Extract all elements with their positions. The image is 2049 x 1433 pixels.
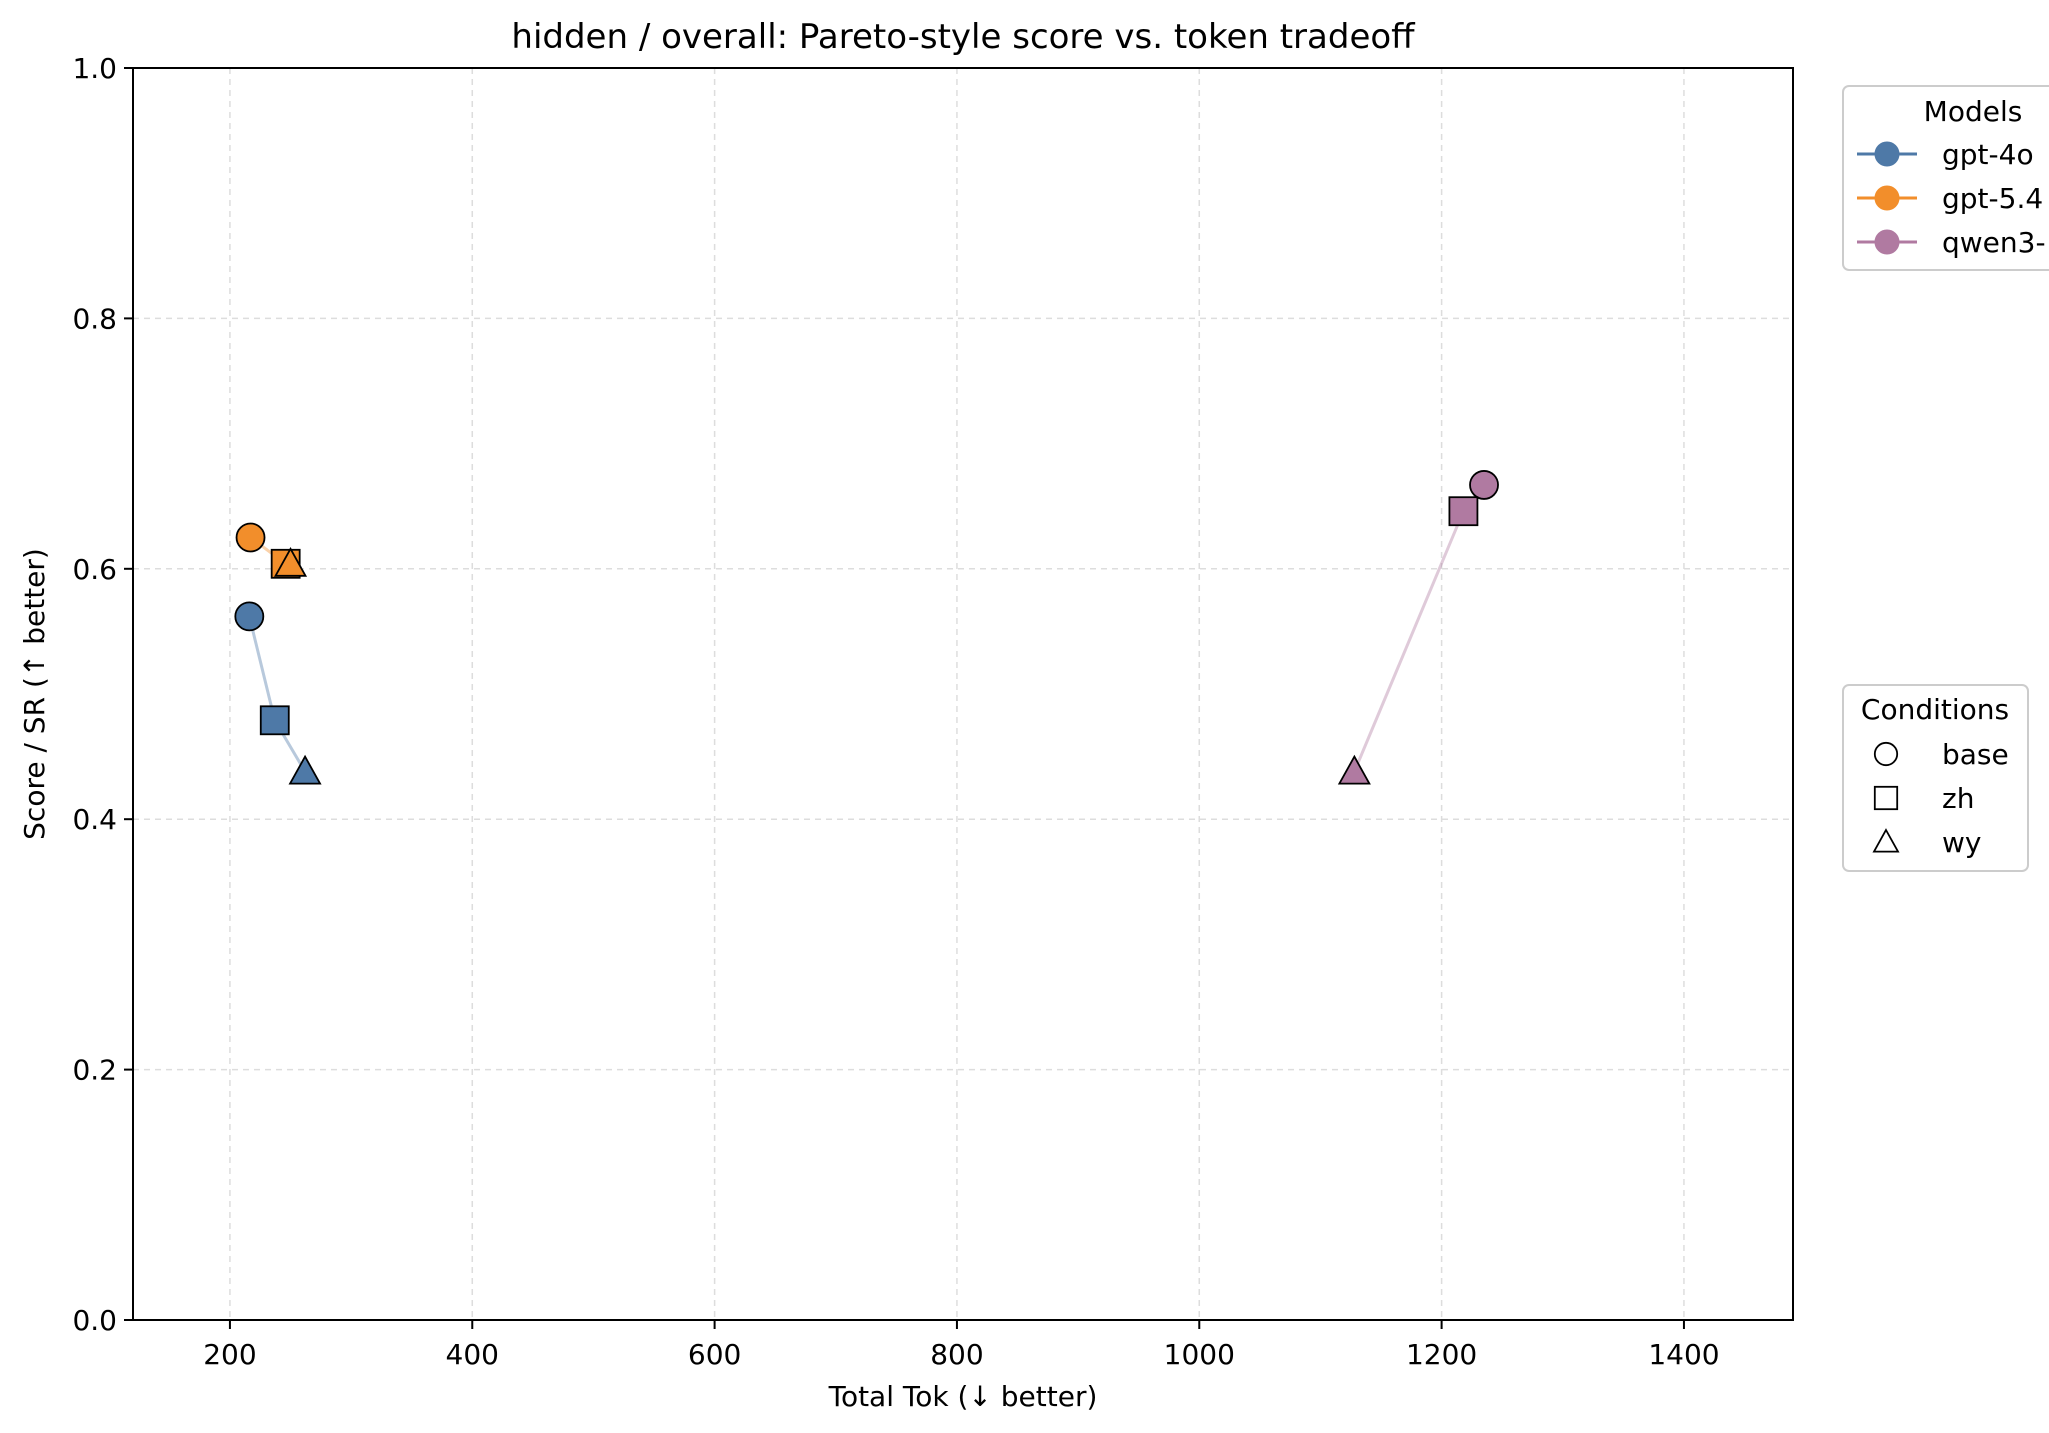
x-tick-label: 1200 bbox=[1406, 1338, 1477, 1371]
grid bbox=[133, 68, 1793, 1320]
x-tick-label: 1400 bbox=[1648, 1338, 1719, 1371]
y-axis: 0.0 0.2 0.4 0.6 0.8 1.0 bbox=[72, 52, 133, 1337]
legend-condition-marker bbox=[1873, 741, 1899, 767]
point-qwen3-zh bbox=[1448, 496, 1479, 527]
legend-condition-marker bbox=[1873, 785, 1899, 811]
point-gpt-4o-zh bbox=[259, 705, 290, 736]
legend-condition-label: base bbox=[1942, 738, 2009, 771]
y-tick-label: 0.4 bbox=[72, 803, 117, 836]
y-tick-label: 0.6 bbox=[72, 553, 117, 586]
x-tick-label: 200 bbox=[203, 1338, 256, 1371]
point-gpt-4o-base bbox=[234, 601, 265, 632]
y-tick-label: 0.0 bbox=[72, 1304, 117, 1337]
legend-models: Models gpt-4o gpt-5.4 qwen3- bbox=[1842, 85, 2049, 271]
point-qwen3-wy bbox=[1337, 754, 1371, 785]
legend-condition-label: wy bbox=[1942, 826, 1981, 859]
legend-model-label: gpt-4o bbox=[1942, 138, 2034, 171]
plot-frame bbox=[132, 67, 1794, 1321]
y-axis-label: Score / SR (↑ better) bbox=[18, 548, 51, 840]
x-tick-label: 600 bbox=[688, 1338, 741, 1371]
point-qwen3-base bbox=[1469, 470, 1499, 500]
x-tick-label: 400 bbox=[446, 1338, 499, 1371]
x-tick-label: 800 bbox=[930, 1338, 983, 1371]
legend-model-marker bbox=[1874, 185, 1900, 211]
legend-models-box bbox=[1842, 85, 2049, 271]
legend-conditions-box bbox=[1842, 684, 2029, 872]
legend-condition-marker bbox=[1872, 828, 1900, 853]
legend-model-marker bbox=[1874, 229, 1900, 255]
y-tick-label: 0.2 bbox=[72, 1054, 117, 1087]
point-gpt-5-4-base bbox=[235, 522, 266, 553]
x-tick-label: 1000 bbox=[1164, 1338, 1235, 1371]
series-markers bbox=[234, 470, 1499, 785]
x-axis: 200 400 600 800 1000 1200 1400 bbox=[203, 1320, 1720, 1371]
legend-conditions: Conditions base zh wy bbox=[1842, 684, 2029, 872]
y-tick-label: 0.8 bbox=[72, 302, 117, 335]
x-axis-label: Total Tok (↓ better) bbox=[828, 1380, 1098, 1413]
legend-model-label: gpt-5.4 bbox=[1942, 182, 2043, 215]
point-gpt-4o-wy bbox=[288, 754, 322, 785]
legend-model-label: qwen3- bbox=[1942, 226, 2046, 259]
legend-models-title: Models bbox=[1924, 95, 2023, 128]
point-gpt-5-4-wy bbox=[273, 546, 308, 577]
y-tick-label: 1.0 bbox=[72, 52, 117, 85]
legend-conditions-title: Conditions bbox=[1861, 693, 2009, 726]
chart-title: hidden / overall: Pareto-style score vs.… bbox=[511, 17, 1416, 57]
legend-condition-label: zh bbox=[1942, 782, 1974, 815]
legend-model-marker bbox=[1874, 141, 1900, 167]
